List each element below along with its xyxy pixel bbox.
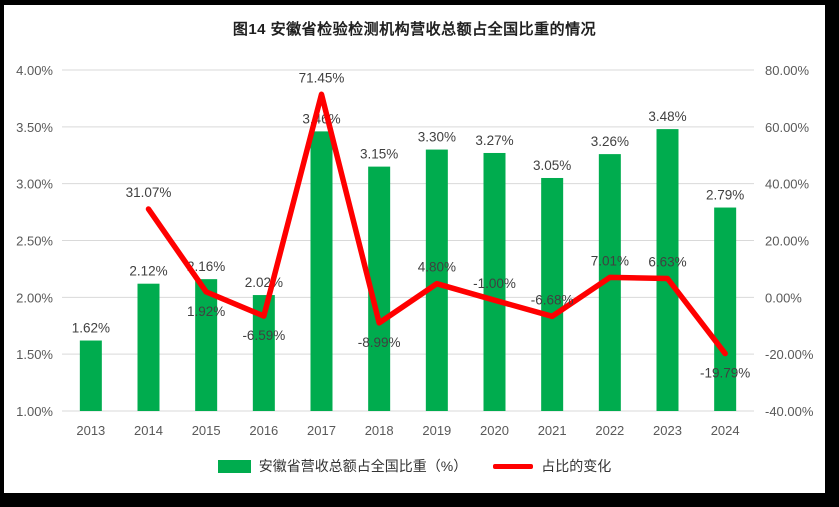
left-axis-tick-label: 2.50% xyxy=(16,234,53,249)
x-axis-label: 2023 xyxy=(653,423,682,438)
right-axis-tick-label: -20.00% xyxy=(765,347,814,362)
left-axis-tick-label: 3.00% xyxy=(16,177,53,192)
bar xyxy=(195,279,218,411)
bar xyxy=(714,207,737,411)
combo-chart: 1.00% 1.50% 2.00% 2.50% 3.00% 3.50% 4.00% -40.0… xyxy=(16,63,814,438)
bar xyxy=(137,283,160,411)
left-axis-tick-label: 4.00% xyxy=(16,63,53,78)
line-series xyxy=(145,91,728,357)
right-axis-tick-label: 60.00% xyxy=(765,120,810,135)
x-axis-label: 2022 xyxy=(595,423,624,438)
x-axis-label: 2013 xyxy=(76,423,105,438)
right-axis-tick-label: 0.00% xyxy=(765,290,802,305)
x-axis-label: 2016 xyxy=(249,423,278,438)
left-axis-tick-label: 3.50% xyxy=(16,120,53,135)
line-data-label: 31.07% xyxy=(126,185,172,200)
line-data-label: 4.80% xyxy=(418,260,456,275)
right-axis-tick-label: 80.00% xyxy=(765,63,810,78)
chart-title: 图14 安徽省检验检测机构营收总额占全国比重的情况 xyxy=(232,21,597,38)
bar xyxy=(656,129,679,411)
x-axis-label: 2020 xyxy=(480,423,509,438)
line-data-label: 71.45% xyxy=(299,70,345,85)
bar xyxy=(598,154,621,411)
bar-data-label: 2.16% xyxy=(187,259,225,274)
bar-data-label: 1.62% xyxy=(72,321,110,336)
x-axis-label: 2021 xyxy=(538,423,567,438)
bar-data-label: 3.48% xyxy=(648,109,686,124)
x-axis-label: 2014 xyxy=(134,423,163,438)
x-axis-label: 2015 xyxy=(192,423,221,438)
left-axis-tick-label: 1.50% xyxy=(16,347,53,362)
legend: 安徽省营收总额占全国比重（%） 占比的变化 xyxy=(4,456,825,476)
bar xyxy=(483,152,506,411)
left-axis-tick-label: 1.00% xyxy=(16,404,53,419)
line-data-label: 7.01% xyxy=(591,253,629,268)
bar xyxy=(310,131,333,411)
bar-data-label: 3.27% xyxy=(475,133,513,148)
bar-data-label: 3.26% xyxy=(591,134,629,149)
right-axis-tick-label: -40.00% xyxy=(765,404,814,419)
line-data-label: -6.68% xyxy=(531,292,574,307)
x-axis-label: 2024 xyxy=(711,423,740,438)
bar xyxy=(79,340,102,411)
left-axis-tick-label: 2.00% xyxy=(16,290,53,305)
right-axis-tick-label: 20.00% xyxy=(765,234,810,249)
bar xyxy=(252,295,275,411)
bar xyxy=(425,149,448,412)
bar-data-label: 3.05% xyxy=(533,158,571,173)
line-data-label: 1.92% xyxy=(187,304,225,319)
bar xyxy=(541,177,564,411)
bar-data-label: 2.02% xyxy=(245,275,283,290)
bar-data-label: 3.46% xyxy=(302,111,340,126)
line-data-label: -6.59% xyxy=(242,328,285,343)
legend-label-line: 占比的变化 xyxy=(541,458,612,474)
line-series-swatch xyxy=(493,463,534,469)
bar-data-label: 3.15% xyxy=(360,147,398,162)
right-axis-tick-label: 40.00% xyxy=(765,177,810,192)
x-axis-label: 2018 xyxy=(365,423,394,438)
x-axis-label: 2017 xyxy=(307,423,336,438)
legend-item-line: 占比的变化 xyxy=(493,456,611,476)
legend-item-bars: 安徽省营收总额占全国比重（%） xyxy=(217,456,468,476)
line-data-label: -1.00% xyxy=(473,276,516,291)
bar-data-label: 2.12% xyxy=(129,264,167,279)
line-data-label: -8.99% xyxy=(358,335,401,350)
bar-series-swatch xyxy=(217,459,251,473)
legend-label-bars: 安徽省营收总额占全国比重（%） xyxy=(258,458,468,474)
bar-data-label: 3.30% xyxy=(418,130,456,145)
bar xyxy=(368,166,391,411)
line-data-label: 6.63% xyxy=(648,254,686,269)
bar-data-label: 2.79% xyxy=(706,188,744,203)
line-data-label: -19.79% xyxy=(700,366,750,381)
x-axis-label: 2019 xyxy=(422,423,451,438)
